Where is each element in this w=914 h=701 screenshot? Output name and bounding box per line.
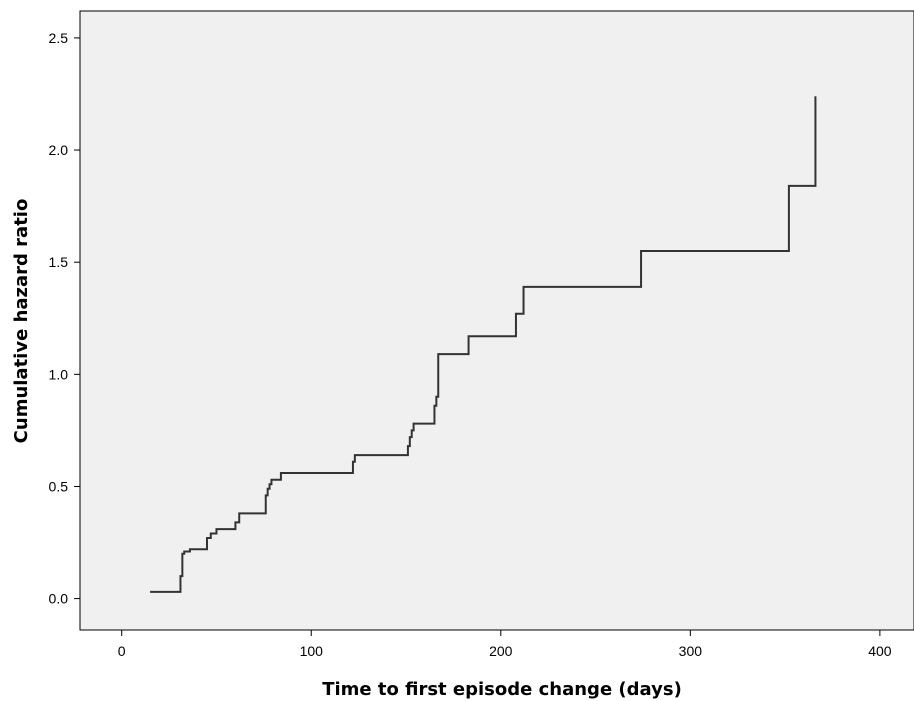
x-tick-label: 300 [679, 643, 703, 659]
y-axis-title: Cumulative hazard ratio [11, 199, 32, 444]
x-tick-label: 100 [300, 643, 324, 659]
y-tick-label: 1.5 [49, 254, 69, 270]
cumulative-hazard-step-line [150, 96, 817, 593]
y-tick-label: 0.0 [49, 591, 69, 607]
x-axis: 0 100 200 300 400 [118, 630, 892, 659]
y-tick-label: 2.0 [49, 142, 69, 158]
x-tick-label: 0 [118, 643, 126, 659]
y-tick-label: 2.5 [49, 30, 69, 46]
y-tick-label: 0.5 [49, 478, 69, 494]
y-tick-label: 1.0 [49, 366, 69, 382]
y-axis: 0.0 0.5 1.0 1.5 2.0 2.5 [49, 30, 80, 607]
x-tick-label: 200 [489, 643, 513, 659]
series-layer [150, 96, 817, 593]
plot-area [79, 10, 914, 631]
x-axis-title: Time to first episode change (days) [322, 679, 682, 700]
x-tick-label: 400 [868, 643, 892, 659]
